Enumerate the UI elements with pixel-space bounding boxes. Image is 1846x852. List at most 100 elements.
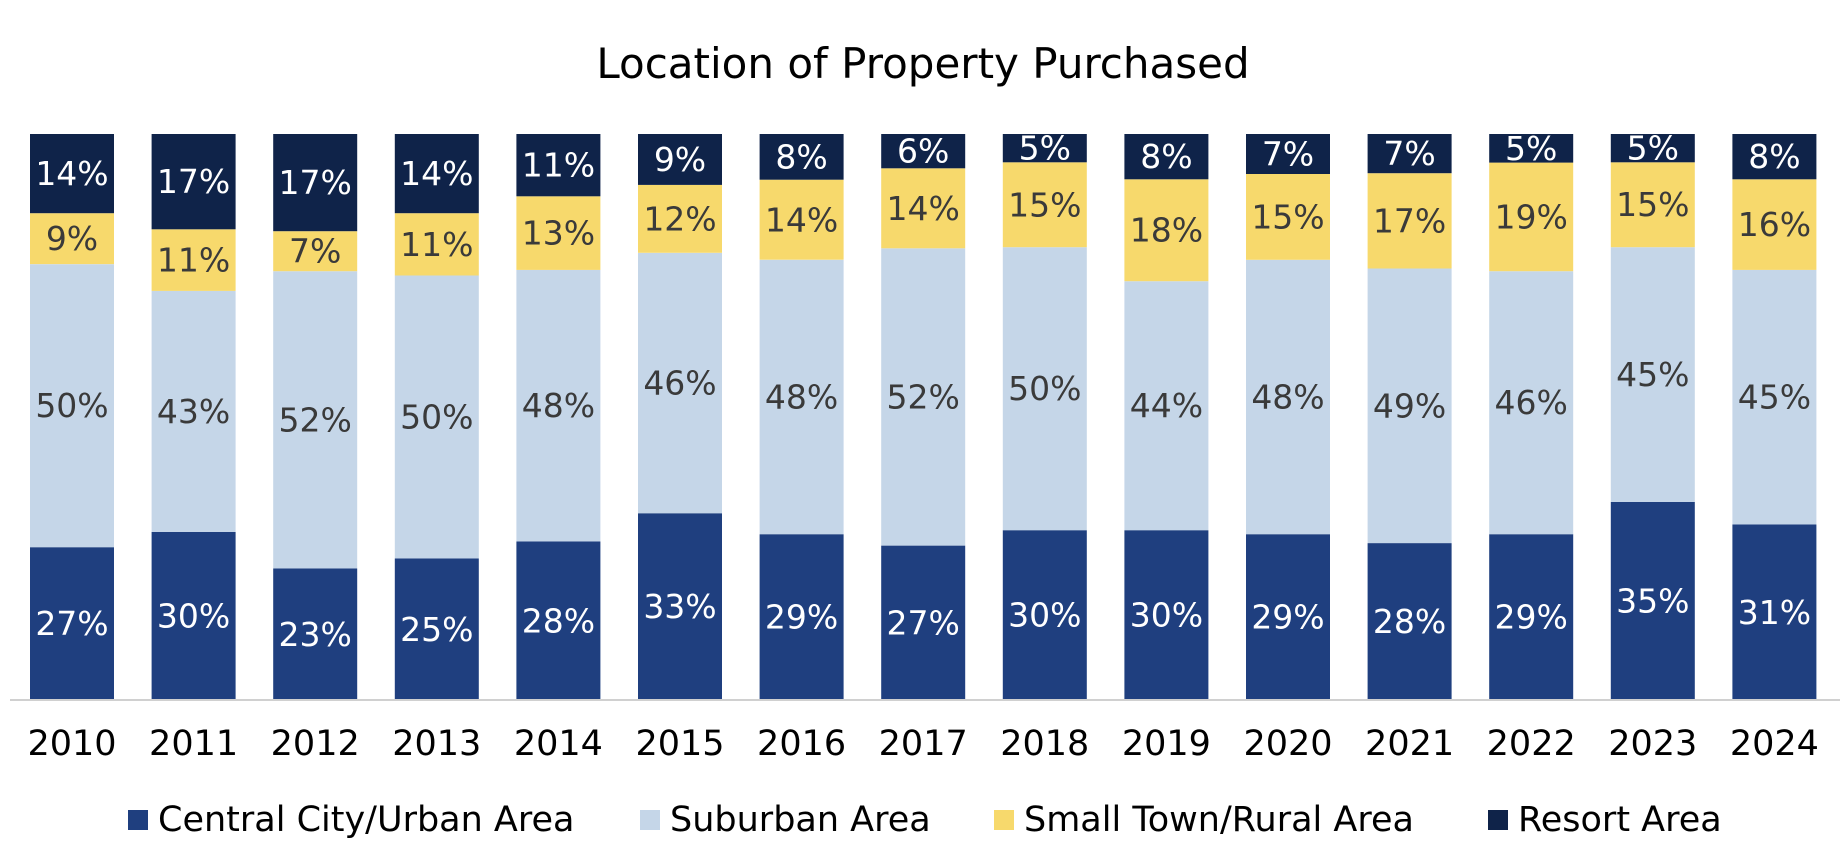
x-tick-label: 2015 bbox=[635, 724, 724, 764]
bar-segment bbox=[1489, 134, 1574, 163]
bar-data-label: 29% bbox=[765, 598, 838, 637]
bar-data-label: 31% bbox=[1738, 593, 1811, 632]
bar-segment bbox=[1367, 173, 1452, 269]
bar-data-label: 17% bbox=[279, 163, 352, 202]
bar-segment bbox=[1002, 247, 1087, 531]
bar-segment bbox=[638, 252, 722, 514]
bar-segment bbox=[1610, 134, 1695, 163]
bar-data-label: 7% bbox=[1383, 134, 1435, 173]
bar-data-label: 33% bbox=[643, 587, 716, 626]
bar-segment bbox=[759, 259, 844, 535]
bar-data-label: 15% bbox=[1008, 185, 1081, 224]
x-tick-label: 2016 bbox=[757, 724, 846, 764]
bar-data-label: 27% bbox=[887, 603, 960, 642]
x-tick-label: 2024 bbox=[1730, 724, 1819, 764]
legend: Central City/Urban Area Suburban Area Smal… bbox=[128, 800, 1722, 840]
bar-data-label: 49% bbox=[1373, 386, 1446, 425]
bar-data-label: 9% bbox=[654, 140, 706, 179]
bar-segment bbox=[1002, 530, 1087, 700]
bar-segment bbox=[1246, 259, 1330, 535]
legend-label: Suburban Area bbox=[670, 800, 931, 840]
bar-segment bbox=[394, 213, 479, 276]
bar-segment bbox=[273, 231, 358, 272]
bar-data-label: 46% bbox=[1495, 383, 1568, 422]
bar-segment bbox=[1732, 134, 1817, 180]
bar-data-label: 14% bbox=[400, 154, 473, 193]
bar-segment bbox=[394, 558, 479, 700]
bar-segment bbox=[1732, 179, 1817, 270]
bar-segment bbox=[516, 134, 601, 197]
legend-swatch bbox=[994, 810, 1014, 830]
bar-segment bbox=[151, 229, 236, 291]
bar-data-label: 14% bbox=[765, 200, 838, 239]
bar-segment bbox=[1124, 530, 1209, 700]
bar-data-label: 19% bbox=[1495, 197, 1568, 236]
bar-data-label: 11% bbox=[157, 241, 230, 280]
bar-segment bbox=[1124, 281, 1209, 531]
x-tick-label: 2019 bbox=[1122, 724, 1211, 764]
bar-segment bbox=[30, 134, 114, 214]
bar-data-label: 30% bbox=[157, 596, 230, 635]
legend-label: Small Town/Rural Area bbox=[1024, 800, 1414, 840]
bar-segment bbox=[1489, 271, 1574, 535]
legend-swatch bbox=[1488, 810, 1508, 830]
bar-data-label: 52% bbox=[887, 378, 960, 417]
bar-data-label: 5% bbox=[1627, 129, 1679, 168]
x-tick-label: 2018 bbox=[1000, 724, 1089, 764]
bar-data-label: 12% bbox=[643, 199, 716, 238]
legend-item: Resort Area bbox=[1488, 800, 1722, 840]
chart-title: Location of Property Purchased bbox=[596, 39, 1249, 88]
bar-data-label: 25% bbox=[400, 610, 473, 649]
bar-segment bbox=[881, 248, 966, 546]
legend-swatch bbox=[640, 810, 660, 830]
legend-label: Resort Area bbox=[1518, 800, 1722, 840]
bar-data-label: 50% bbox=[400, 398, 473, 437]
bar-segment bbox=[759, 534, 844, 700]
bar-data-label: 27% bbox=[35, 604, 108, 643]
x-tick-label: 2011 bbox=[149, 724, 238, 764]
bar-data-label: 5% bbox=[1505, 129, 1557, 168]
bar-data-label: 18% bbox=[1130, 211, 1203, 250]
bar-data-label: 17% bbox=[157, 162, 230, 201]
bar-segment bbox=[881, 545, 966, 700]
bar-segment bbox=[151, 531, 236, 700]
bar-segment bbox=[1367, 134, 1452, 174]
bar-segment bbox=[638, 513, 722, 700]
x-tick-label: 2013 bbox=[392, 724, 481, 764]
bar-segment bbox=[1246, 534, 1330, 700]
x-tick-label: 2022 bbox=[1487, 724, 1576, 764]
bar-data-label: 6% bbox=[897, 132, 949, 171]
bar-data-label: 29% bbox=[1251, 598, 1324, 637]
bar-segment bbox=[273, 134, 358, 232]
legend-item: Suburban Area bbox=[640, 800, 931, 840]
bar-data-label: 48% bbox=[1251, 378, 1324, 417]
bar-data-label: 15% bbox=[1251, 197, 1324, 236]
bar-segment bbox=[1124, 134, 1209, 180]
bar-data-label: 28% bbox=[1373, 602, 1446, 641]
bar-data-label: 50% bbox=[35, 386, 108, 425]
x-tick-label: 2017 bbox=[879, 724, 968, 764]
bar-data-label: 23% bbox=[279, 615, 352, 654]
bar-data-label: 30% bbox=[1008, 596, 1081, 635]
legend-item: Central City/Urban Area bbox=[128, 800, 574, 840]
bar-data-label: 29% bbox=[1495, 598, 1568, 637]
bar-segment bbox=[1610, 162, 1695, 248]
bar-data-label: 7% bbox=[289, 232, 341, 271]
bar-segment bbox=[1002, 134, 1087, 163]
bar-data-label: 44% bbox=[1130, 386, 1203, 425]
bar-data-label: 45% bbox=[1616, 355, 1689, 394]
bar-data-label: 11% bbox=[400, 225, 473, 264]
bar-data-label: 28% bbox=[522, 601, 595, 640]
bar-data-label: 8% bbox=[1140, 137, 1192, 176]
bar-data-label: 13% bbox=[522, 214, 595, 253]
bar-data-label: 7% bbox=[1262, 135, 1314, 174]
bar-segment bbox=[759, 179, 844, 260]
x-axis-ticks: 2010 2011 2012 2013 2014 2015 2016 2017 2018 2019… bbox=[27, 724, 1818, 764]
bar-segment bbox=[151, 290, 236, 532]
bar-segment bbox=[881, 168, 966, 249]
bar-segment bbox=[1002, 162, 1087, 248]
bars-layer: 27% 50% 9% 14% 30% 43% 11% 17% 23% 52% 7% 17% 25% 50%… bbox=[30, 129, 1817, 700]
bar-segment bbox=[1367, 268, 1452, 544]
bar-segment bbox=[1489, 534, 1574, 700]
bar-segment bbox=[759, 134, 844, 180]
